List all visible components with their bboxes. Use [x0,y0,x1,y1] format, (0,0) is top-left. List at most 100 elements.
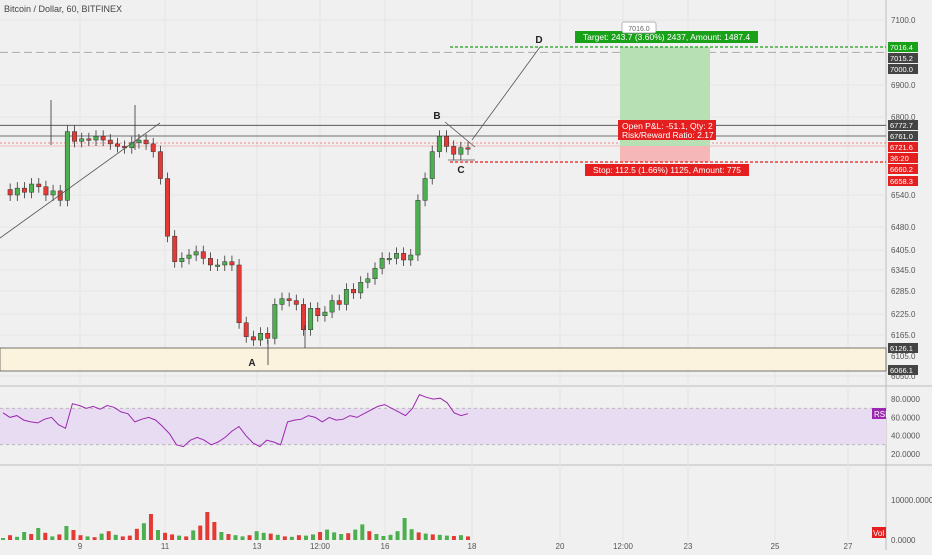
candle-body [408,254,414,261]
candle-body [72,131,77,142]
volume-bar [36,528,41,540]
volume-bar [388,534,393,540]
candle-body [136,139,142,143]
price-label-box [888,164,918,174]
candle-body [329,300,335,313]
candle-body [143,139,149,145]
price-axis-tick: 6165.0 [891,331,916,340]
volume-bar [15,536,20,540]
candle-body [193,251,199,256]
time-axis-tick: 11 [161,542,170,550]
volume-bar [318,532,323,540]
candle-body [286,298,292,301]
candle-body [444,136,449,147]
volume-bar [8,535,13,540]
candle-body [93,136,99,141]
volume-bar [416,532,421,540]
price-label-box [888,142,918,152]
candle-body [36,183,42,188]
price-label-box [888,64,918,74]
candle-body [415,200,421,256]
volume-label-box [872,527,886,538]
candle-body [86,138,92,141]
volume-bar [374,534,379,540]
volume-bar [22,532,27,540]
candle-body [7,189,13,196]
volume-bar [381,536,386,540]
price-label-box [888,53,918,63]
volume-bar [184,536,189,540]
volume-bar [311,534,315,540]
candle-body [279,298,285,305]
volume-bar [106,531,111,540]
candle-body [451,146,457,155]
time-axis-tick: 20 [556,542,565,550]
chart-title: Bitcoin / Dollar, 60, BITFINEX [4,4,122,14]
candle-body [422,178,428,201]
volume-bar [71,530,76,540]
target-label-box [575,31,758,43]
pattern-point-label: D [535,35,542,46]
price-label: 6660.2 [890,165,913,174]
rsi-axis-tick: 40.0000 [891,432,920,441]
candle-body [229,261,235,266]
volume-bar [113,534,118,540]
volume-bar [247,535,252,540]
volume-bar [205,512,210,540]
volume-bar [332,532,337,540]
volume-bar [92,537,97,540]
volume-bar [325,529,330,540]
candle-body [365,278,371,283]
volume-bar [282,536,287,540]
stop-label-box [585,164,749,176]
price-label: 6721.6 [890,143,913,152]
pnl-box [618,120,716,140]
volume-axis-tick: 10000.0000 [891,496,932,505]
top-price-tag-box [621,21,657,34]
candle-body [115,143,120,147]
price-axis-tick: 6480.0 [891,223,916,232]
volume-bar [43,532,48,540]
price-label: 6126.1 [890,344,913,353]
volume-bar [458,535,463,540]
candle-body [208,258,213,266]
volume-bar [170,534,175,540]
candle-body [179,258,185,262]
price-label-box [888,343,918,353]
target-label: Target: 243.7 (3.60%) 2437, Amount: 1487… [583,32,751,42]
candle-body [465,147,471,150]
price-label-box [888,42,918,52]
risk-reward-label: Risk/Reward Ratio: 2.17 [622,130,714,140]
candle-body [358,282,364,294]
candle-body [315,308,321,316]
price-axis-tick: 6405.0 [891,246,916,255]
price-label: 7016.4 [890,43,913,52]
volume-bar [219,532,224,540]
volume-bar [85,536,90,540]
price-axis-tick: 6225.0 [891,310,916,319]
candle-body [165,178,170,237]
price-label-box [888,153,918,163]
candle-body [100,136,106,141]
candle-body [394,253,399,259]
time-axis-tick: 23 [684,542,693,550]
price-label: 7015.2 [890,54,913,63]
candle-body [401,253,407,261]
time-axis-tick: 12:00 [310,542,331,550]
price-label-box [888,131,918,141]
candle-body [336,300,342,305]
candle-body [157,151,163,179]
candle-body [272,304,278,339]
price-label: 36:20 [890,154,909,163]
price-axis-tick: 7100.0 [891,16,916,25]
candle-body [308,308,314,330]
price-axis-tick: 6800.0 [891,113,916,122]
volume-bar [134,528,139,540]
pnl-label: Open P&L: -51.1, Qty: 2 [622,121,713,131]
volume-bar [99,533,104,540]
volume-bar [57,534,62,540]
volume-bar [120,536,125,540]
price-axis-tick: 6285.0 [891,287,916,296]
